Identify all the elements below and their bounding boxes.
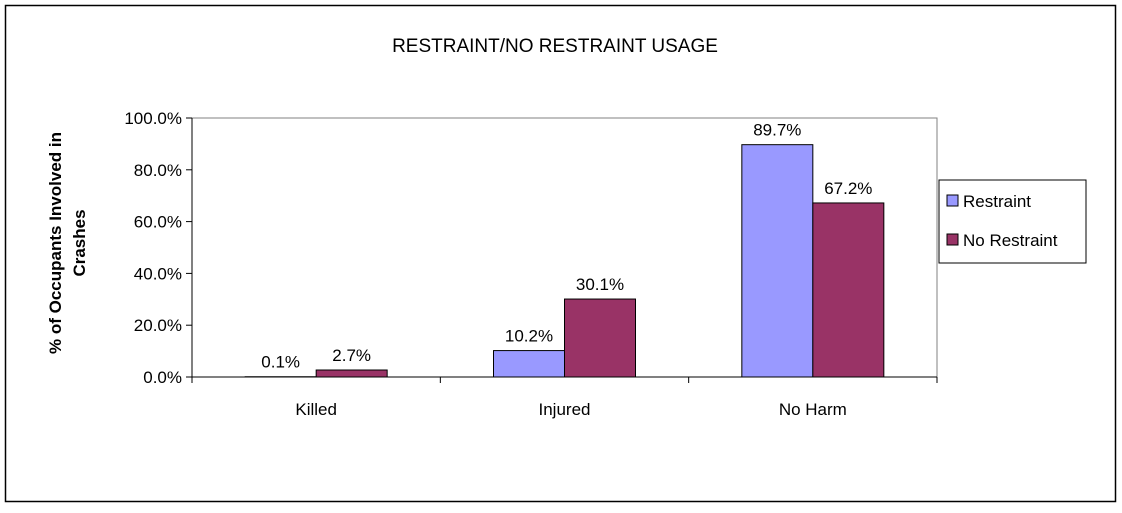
bar (742, 145, 813, 377)
legend-label: Restraint (963, 192, 1031, 211)
y-axis-title-line-2: Crashes (70, 209, 89, 276)
data-label: 30.1% (576, 275, 624, 294)
data-label: 0.1% (261, 353, 300, 372)
y-tick-label: 0.0% (143, 368, 182, 387)
legend-label: No Restraint (963, 231, 1058, 250)
x-tick-label: Killed (295, 400, 337, 419)
data-label: 10.2% (505, 327, 553, 346)
data-label: 89.7% (753, 121, 801, 140)
y-tick-label: 40.0% (134, 264, 182, 283)
bar (494, 351, 565, 377)
y-axis-title-line-1: % of Occupants Involved in (46, 132, 65, 354)
y-tick-label: 80.0% (134, 161, 182, 180)
bar (316, 370, 387, 377)
bar (565, 299, 636, 377)
data-label: 67.2% (824, 179, 872, 198)
chart-title: RESTRAINT/NO RESTRAINT USAGE (392, 36, 718, 57)
legend-swatch (947, 234, 958, 245)
data-label: 2.7% (332, 346, 371, 365)
legend-swatch (947, 195, 958, 206)
y-tick-label: 100.0% (124, 109, 182, 128)
y-tick-label: 60.0% (134, 213, 182, 232)
x-tick-label: Injured (539, 400, 591, 419)
x-tick-label: No Harm (779, 400, 847, 419)
legend: Restraint No Restraint (939, 180, 1086, 263)
y-tick-label: 20.0% (134, 316, 182, 335)
bar (813, 203, 884, 377)
